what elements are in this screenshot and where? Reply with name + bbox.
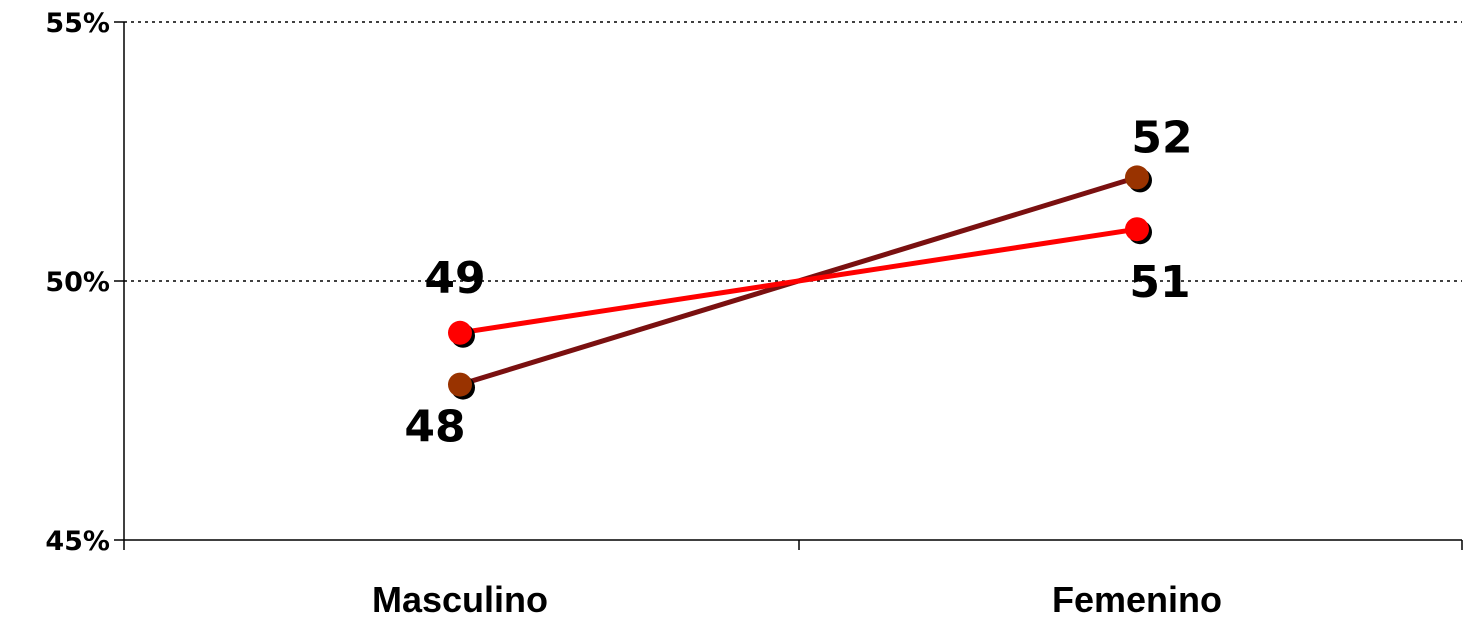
y-tick-label: 55% <box>45 8 110 39</box>
data-labels: 49 51 48 52 <box>404 112 1192 452</box>
series-lines <box>459 175 1138 387</box>
data-label: 52 <box>1131 112 1192 163</box>
data-point <box>448 320 472 345</box>
data-label: 51 <box>1129 257 1190 308</box>
data-label: 49 <box>424 253 485 304</box>
grid-lines <box>124 21 1462 282</box>
data-label: 48 <box>404 402 465 453</box>
y-tick-label: 50% <box>45 267 110 298</box>
series-line-0 <box>459 226 1138 336</box>
series-markers <box>448 165 1152 400</box>
data-point <box>1125 217 1149 242</box>
y-tick-labels: 45% 50% 55% <box>45 8 110 557</box>
data-point <box>1125 165 1149 190</box>
data-point <box>448 372 472 397</box>
x-category-label: Masculino <box>372 579 548 617</box>
x-category-label: Femenino <box>1052 579 1222 617</box>
axes <box>114 21 1463 550</box>
y-tick-label: 45% <box>45 526 110 557</box>
x-category-labels: Masculino Femenino <box>372 579 1222 617</box>
